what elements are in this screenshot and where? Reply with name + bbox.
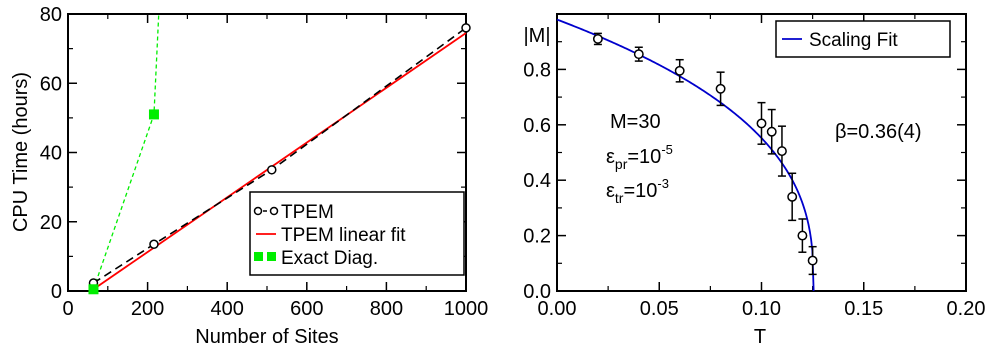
eps-pr-val: =10 (627, 146, 661, 168)
data-point (756, 118, 767, 129)
data-point (807, 255, 818, 266)
y-tick-label: 60 (40, 73, 62, 95)
right-y-axis-title: |M| (523, 25, 550, 47)
y-tick-label: 0.4 (523, 170, 551, 192)
x-tick-label: 0.20 (947, 298, 986, 320)
y-tick-label: 40 (40, 143, 62, 165)
legend-exact-marker (254, 252, 263, 261)
data-point (674, 65, 685, 76)
annotation-eps-tr: εtr=10-3 (606, 176, 669, 206)
y-tick-label: 80 (40, 4, 62, 26)
x-tick-label: 0.10 (742, 298, 781, 320)
right-x-axis-title: T (754, 326, 766, 348)
annotation-m: M=30 (610, 111, 661, 133)
tpem-point (267, 165, 277, 175)
eps-tr-val: =10 (623, 180, 657, 202)
right-legend-box (775, 20, 951, 58)
y-tick-label: 0.6 (523, 115, 551, 137)
data-point (592, 33, 603, 44)
legend-tpem-label: TPEM (281, 202, 334, 223)
eps-pr-sub: pr (615, 156, 628, 172)
eps-tr-base: ε (606, 180, 615, 202)
data-point (766, 126, 777, 137)
tpem-point (461, 23, 471, 33)
annotation-beta: β=0.36(4) (835, 121, 922, 143)
data-point (797, 230, 808, 241)
annotation-eps-pr: εpr=10-5 (606, 142, 673, 172)
right-legend: Scaling Fit (775, 20, 951, 58)
left-chart: 0 200 400 600 800 1000 0 20 40 60 80 Number of Sit… (10, 4, 488, 348)
right-axis-ticks: 0.00 0.05 0.10 0.15 0.20 0.0 0.2 0.4 0.6 0.8 (523, 14, 985, 320)
scaling-fit-curve (556, 18, 815, 292)
left-y-axis-title: CPU Time (hours) (10, 72, 32, 232)
tpem-point (149, 239, 159, 250)
data-point (715, 83, 726, 94)
left-axis-ticks: 0 200 400 600 800 1000 0 20 40 60 80 (40, 4, 489, 320)
right-chart: 0.00 0.05 0.10 0.15 0.20 0.0 0.2 0.4 0.6 0.8 T |M… (523, 13, 985, 348)
x-tick-label: 1000 (444, 298, 489, 320)
x-tick-label: 0 (62, 298, 73, 320)
left-legend-box (249, 191, 465, 276)
exact-diag-point (88, 284, 99, 295)
x-tick-label: 800 (370, 298, 403, 320)
y-tick-label: 0.8 (523, 59, 551, 81)
eps-tr-sub: tr (615, 190, 624, 206)
y-tick-label: 20 (40, 212, 62, 234)
x-tick-label: 0.15 (844, 298, 883, 320)
eps-pr-base: ε (606, 146, 615, 168)
left-legend: TPEM TPEM linear fit Exact Diag. (249, 191, 465, 276)
left-x-axis-title: Number of Sites (195, 326, 338, 348)
data-point (777, 146, 787, 157)
y-tick-label: 0.2 (523, 226, 551, 248)
y-tick-label: 0 (51, 281, 62, 303)
legend-exact-marker (267, 252, 276, 261)
left-series (88, 13, 471, 295)
exact-diag-point (148, 109, 159, 120)
legend-tpem-marker (269, 206, 279, 216)
x-tick-label: 0.05 (640, 298, 679, 320)
legend-tpem-marker (253, 206, 263, 216)
data-point (633, 49, 644, 60)
eps-pr-exp: -5 (661, 142, 673, 157)
legend-exact-label: Exact Diag. (281, 248, 378, 269)
legend-fit-label: TPEM linear fit (281, 225, 406, 246)
x-tick-label: 200 (131, 298, 164, 320)
x-tick-label: 0.00 (538, 298, 577, 320)
eps-tr-exp: -3 (657, 176, 669, 191)
right-series (556, 18, 818, 292)
data-point (787, 191, 798, 202)
legend-scaling-fit-label: Scaling Fit (809, 30, 898, 51)
x-tick-label: 400 (211, 298, 244, 320)
x-tick-label: 600 (290, 298, 323, 320)
tpem-line (93, 27, 467, 284)
y-tick-label: 0.0 (523, 281, 551, 303)
